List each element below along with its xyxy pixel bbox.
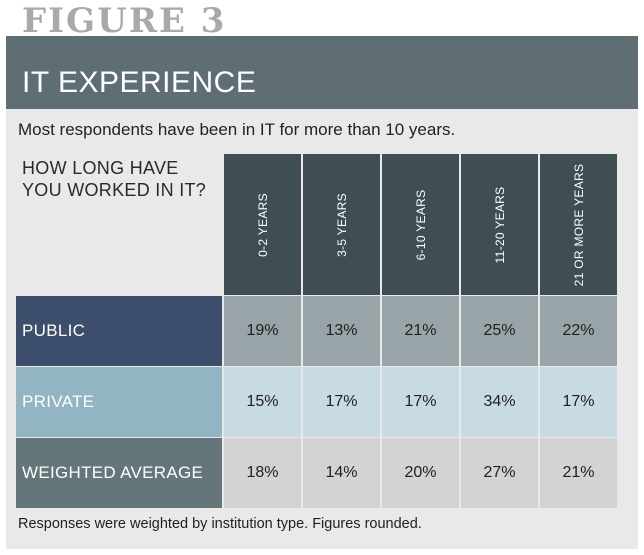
figure-subtitle: Most respondents have been in IT for mor… <box>18 120 456 139</box>
cell-private-21-or-more-years: 17% <box>540 367 617 437</box>
figure-label: FIGURE 3 <box>22 1 227 41</box>
title-banner: IT EXPERIENCE <box>6 36 638 109</box>
cell-public-0-2-years: 19% <box>224 296 301 366</box>
cell-public-6-10-years: 21% <box>382 296 459 366</box>
column-header-label: 0-2 YEARS <box>255 192 270 257</box>
cell-weighted-average-21-or-more-years: 21% <box>540 438 617 508</box>
cell-weighted-average-6-10-years: 20% <box>382 438 459 508</box>
column-header-label: 11-20 YEARS <box>492 186 507 263</box>
figure-title: IT EXPERIENCE <box>22 66 257 99</box>
column-header-label: 3-5 YEARS <box>334 192 349 257</box>
row-label-public: PUBLIC <box>16 296 222 366</box>
footnote: Responses were weighted by institution t… <box>18 516 422 532</box>
row-label-weighted-average: WEIGHTED AVERAGE <box>16 438 222 508</box>
column-header-11-20-years: 11-20 YEARS <box>461 154 538 295</box>
table-question: HOW LONG HAVE YOU WORKED IN IT? <box>22 158 207 200</box>
column-header-21-or-more-years: 21 OR MORE YEARS <box>540 154 617 295</box>
cell-weighted-average-11-20-years: 27% <box>461 438 538 508</box>
row-label-private: PRIVATE <box>16 367 222 437</box>
cell-private-11-20-years: 34% <box>461 367 538 437</box>
cell-private-0-2-years: 15% <box>224 367 301 437</box>
cell-weighted-average-3-5-years: 14% <box>303 438 380 508</box>
cell-public-3-5-years: 13% <box>303 296 380 366</box>
cell-public-11-20-years: 25% <box>461 296 538 366</box>
cell-private-3-5-years: 17% <box>303 367 380 437</box>
column-header-label: 6-10 YEARS <box>413 189 428 260</box>
cell-private-6-10-years: 17% <box>382 367 459 437</box>
cell-weighted-average-0-2-years: 18% <box>224 438 301 508</box>
column-header-label: 21 OR MORE YEARS <box>571 163 586 286</box>
column-header-3-5-years: 3-5 YEARS <box>303 154 380 295</box>
column-header-6-10-years: 6-10 YEARS <box>382 154 459 295</box>
cell-public-21-or-more-years: 22% <box>540 296 617 366</box>
column-header-0-2-years: 0-2 YEARS <box>224 154 301 295</box>
